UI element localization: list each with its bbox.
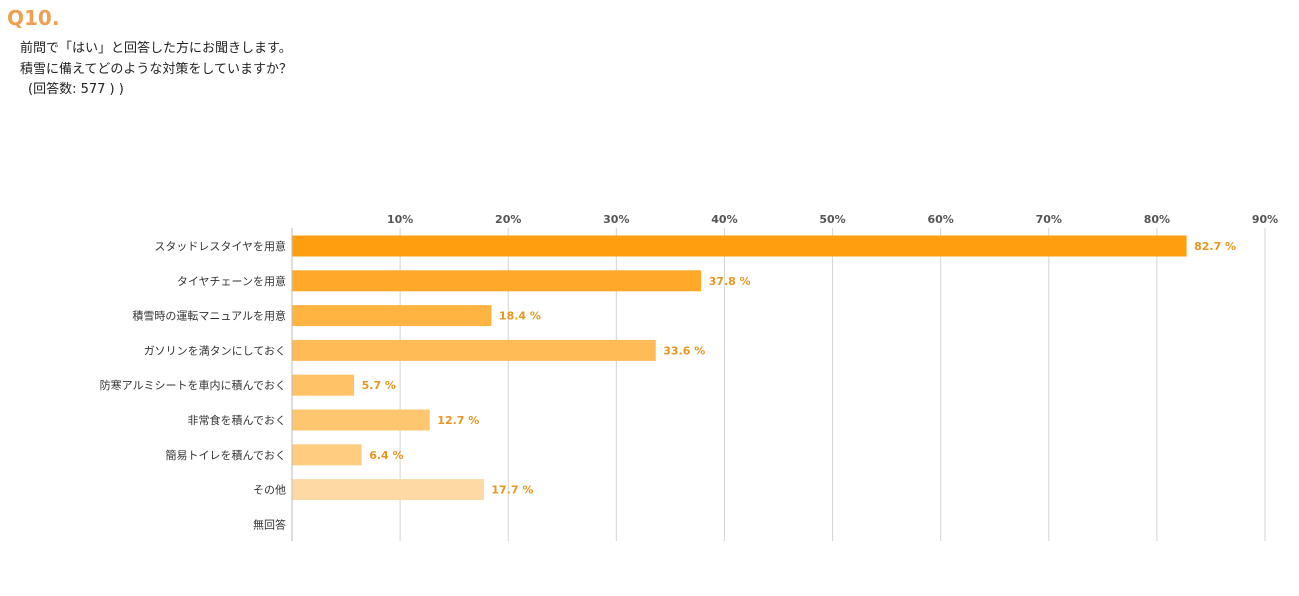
category-label: スタッドレスタイヤを用意	[154, 239, 286, 253]
category-label: 非常食を積んでおく	[188, 413, 286, 427]
bar	[292, 409, 430, 431]
category-label: その他	[253, 484, 286, 497]
value-label: 6.4 %	[369, 449, 403, 462]
question-line-1: 前問で「はい」と回答した方にお聞きします。	[20, 41, 292, 56]
category-label: タイヤチェーンを用意	[177, 274, 286, 288]
value-label: 12.7 %	[437, 414, 479, 427]
x-tick-label: 70%	[1036, 213, 1062, 226]
response-count: (回答数: 577 ) )	[28, 82, 124, 97]
bar	[292, 479, 484, 501]
x-tick-label: 20%	[495, 213, 521, 226]
value-label: 17.7 %	[491, 484, 533, 497]
bar	[292, 374, 355, 396]
value-label: 18.4 %	[499, 310, 541, 323]
x-tick-label: 60%	[927, 213, 953, 226]
value-label: 82.7 %	[1194, 240, 1236, 253]
category-label: 防寒アルミシートを車内に積んでおく	[100, 378, 286, 392]
value-label: 37.8 %	[709, 275, 751, 288]
bar	[292, 444, 362, 466]
question-number: Q10.	[7, 6, 60, 30]
category-label: 積雪時の運転マニュアルを用意	[132, 309, 286, 323]
x-tick-label: 40%	[711, 213, 737, 226]
x-tick-label: 90%	[1252, 213, 1278, 226]
x-tick-label: 50%	[819, 213, 845, 226]
x-tick-label: 10%	[387, 213, 413, 226]
category-label: 無回答	[253, 517, 286, 531]
category-label: 簡易トイレを積んでおく	[166, 448, 286, 462]
value-label: 5.7 %	[362, 379, 396, 392]
question-line-2: 積雪に備えてどのような対策をしていますか？	[20, 62, 292, 77]
bar	[292, 339, 656, 361]
x-tick-label: 80%	[1144, 213, 1170, 226]
bar	[292, 270, 702, 292]
value-label: 33.6 %	[663, 344, 705, 357]
bar	[292, 235, 1187, 257]
bar	[292, 305, 492, 327]
x-tick-label: 30%	[603, 213, 629, 226]
category-label: ガソリンを満タンにしておく	[144, 344, 286, 357]
